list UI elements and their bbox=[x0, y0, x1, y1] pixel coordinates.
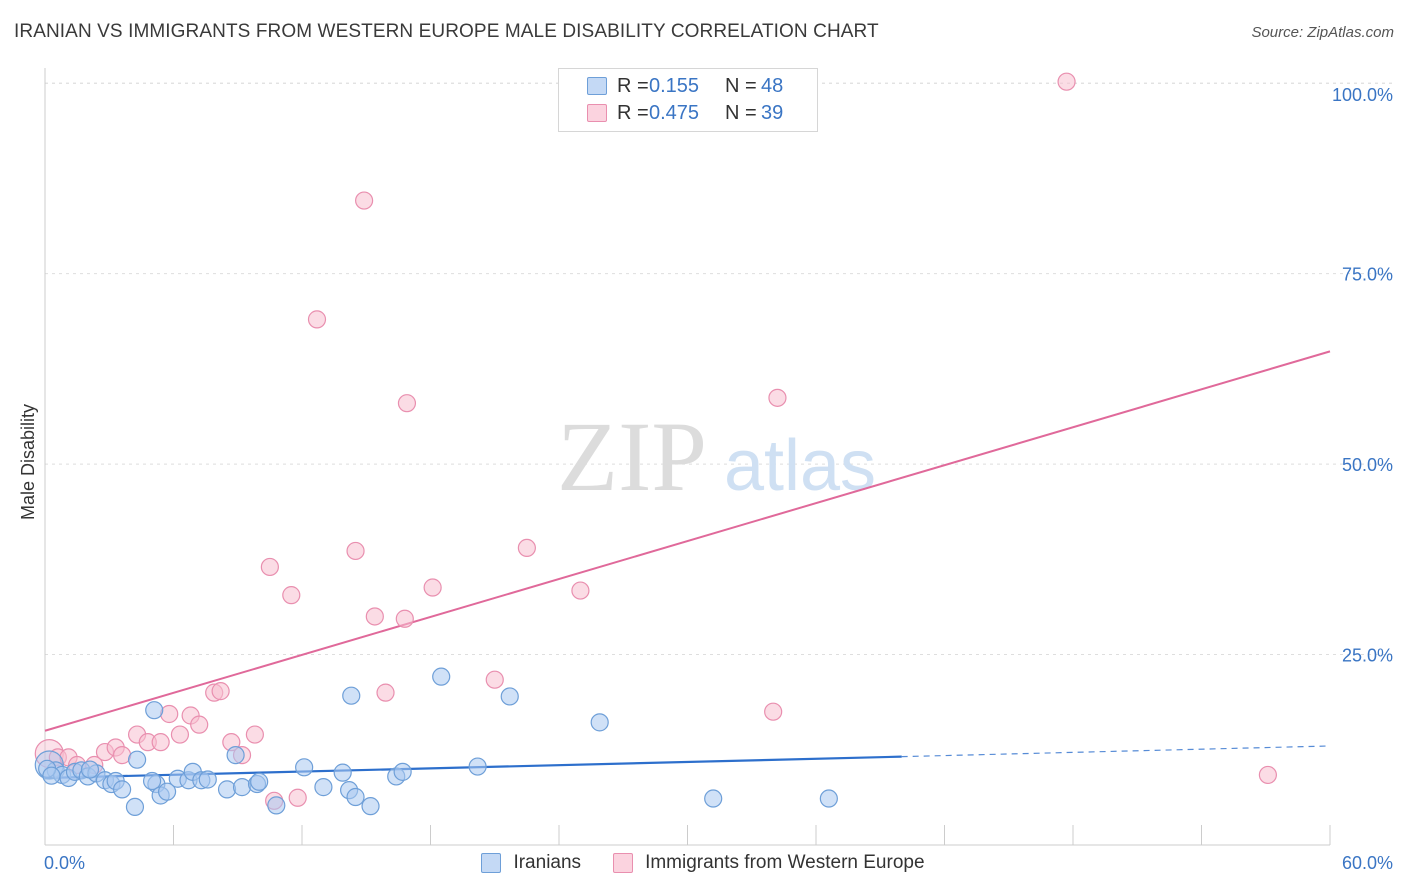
point-western-europe bbox=[1258, 765, 1277, 785]
legend-swatch-pink bbox=[613, 853, 634, 873]
point-iranian bbox=[127, 750, 147, 769]
point-western-europe bbox=[1057, 72, 1076, 91]
gridlines bbox=[45, 82, 1392, 656]
legend-swatch-blue bbox=[481, 853, 502, 873]
point-iranian bbox=[112, 780, 132, 799]
point-iranian bbox=[267, 796, 286, 815]
y-tick-label: 75.0% bbox=[1342, 265, 1393, 285]
point-western-europe bbox=[346, 541, 365, 561]
point-western-europe bbox=[260, 557, 279, 577]
point-iranian bbox=[361, 797, 380, 816]
legend-item-western-europe[interactable]: Immigrants from Western Europe bbox=[613, 852, 925, 874]
point-western-europe bbox=[365, 607, 384, 626]
correlation-legend: R = 0.155 N = 48 R = 0.475 N = 39 bbox=[558, 68, 818, 132]
point-western-europe bbox=[768, 388, 787, 407]
point-iranian bbox=[314, 778, 333, 797]
legend-swatch-pink bbox=[587, 104, 607, 122]
point-western-europe bbox=[355, 191, 374, 210]
watermark-zip: ZIP bbox=[557, 401, 707, 512]
watermark: ZIP atlas bbox=[557, 401, 876, 512]
point-western-europe bbox=[571, 581, 590, 600]
point-western-europe bbox=[288, 788, 307, 807]
point-iranian bbox=[198, 770, 217, 789]
point-western-europe bbox=[190, 715, 209, 734]
point-iranian bbox=[432, 667, 451, 686]
point-western-europe bbox=[211, 682, 230, 701]
point-western-europe bbox=[423, 578, 442, 597]
point-western-europe bbox=[170, 725, 190, 744]
point-western-europe bbox=[112, 746, 132, 765]
legend-r-value: 0.155 bbox=[649, 74, 700, 97]
point-western-europe bbox=[282, 586, 301, 605]
legend-item-iranians[interactable]: Iranians bbox=[481, 852, 581, 874]
point-western-europe bbox=[151, 733, 170, 752]
chart-title: IRANIAN VS IMMIGRANTS FROM WESTERN EUROP… bbox=[14, 21, 879, 42]
y-tick-label: 25.0% bbox=[1342, 646, 1393, 666]
legend-n-label: N = bbox=[725, 101, 757, 124]
legend-n-value: 48 bbox=[761, 74, 784, 97]
point-iranian bbox=[704, 789, 723, 808]
y-tick-label: 100.0% bbox=[1332, 85, 1393, 105]
legend-label-western-europe: Immigrants from Western Europe bbox=[645, 852, 925, 873]
point-iranian bbox=[393, 762, 412, 781]
legend-label-iranians: Iranians bbox=[513, 852, 582, 873]
legend-r-value: 0.475 bbox=[649, 101, 700, 124]
point-iranian bbox=[217, 780, 237, 799]
point-iranian bbox=[232, 778, 252, 797]
legend-r-label: R = bbox=[617, 74, 649, 97]
trend-line-iranians-extrapolated bbox=[901, 745, 1331, 758]
legend-r-label: R = bbox=[617, 101, 649, 124]
legend-row-iranians: R = 0.155 N = 48 bbox=[587, 75, 783, 97]
legend-swatch-blue bbox=[587, 77, 607, 95]
series-legend: Iranians Immigrants from Western Europe bbox=[0, 852, 1406, 874]
trend-line-western-europe bbox=[44, 350, 1331, 732]
y-axis-label: Male Disability bbox=[18, 403, 38, 520]
point-iranian bbox=[226, 746, 245, 765]
point-western-europe bbox=[245, 725, 264, 744]
point-western-europe bbox=[376, 683, 395, 702]
point-iranian bbox=[42, 766, 61, 785]
point-iranian bbox=[333, 763, 352, 782]
point-iranian bbox=[500, 687, 519, 706]
source-label: Source: ZipAtlas.com bbox=[1251, 24, 1394, 41]
point-western-europe bbox=[307, 310, 327, 329]
legend-n-value: 39 bbox=[761, 101, 784, 124]
point-western-europe bbox=[160, 704, 179, 724]
x-tick-label: 0.0% bbox=[44, 853, 85, 873]
watermark-atlas: atlas bbox=[724, 426, 876, 506]
point-western-europe bbox=[764, 702, 783, 721]
legend-row-western-europe: R = 0.475 N = 39 bbox=[587, 102, 783, 124]
point-iranian bbox=[125, 797, 145, 817]
point-iranian bbox=[142, 771, 162, 791]
point-iranian bbox=[80, 760, 100, 779]
point-western-europe bbox=[517, 538, 536, 558]
legend-n-label: N = bbox=[725, 74, 757, 97]
point-western-europe bbox=[397, 394, 417, 413]
point-iranian bbox=[295, 758, 314, 777]
point-iranian bbox=[157, 782, 177, 801]
point-iranian bbox=[346, 787, 365, 807]
y-tick-label: 50.0% bbox=[1342, 455, 1393, 475]
x-tick-label: 60.0% bbox=[1342, 853, 1393, 873]
point-iranian bbox=[145, 701, 164, 720]
point-iranian bbox=[590, 713, 609, 732]
point-iranian bbox=[342, 686, 361, 705]
point-iranian bbox=[468, 757, 487, 776]
point-western-europe bbox=[485, 670, 504, 689]
point-western-europe bbox=[395, 609, 414, 628]
data-points bbox=[34, 72, 1277, 817]
point-iranian bbox=[819, 789, 838, 808]
point-iranian bbox=[250, 772, 269, 791]
tick-labels: 25.0% 50.0% 75.0% 100.0% 0.0% 60.0% bbox=[44, 85, 1393, 873]
axes bbox=[44, 68, 1331, 846]
